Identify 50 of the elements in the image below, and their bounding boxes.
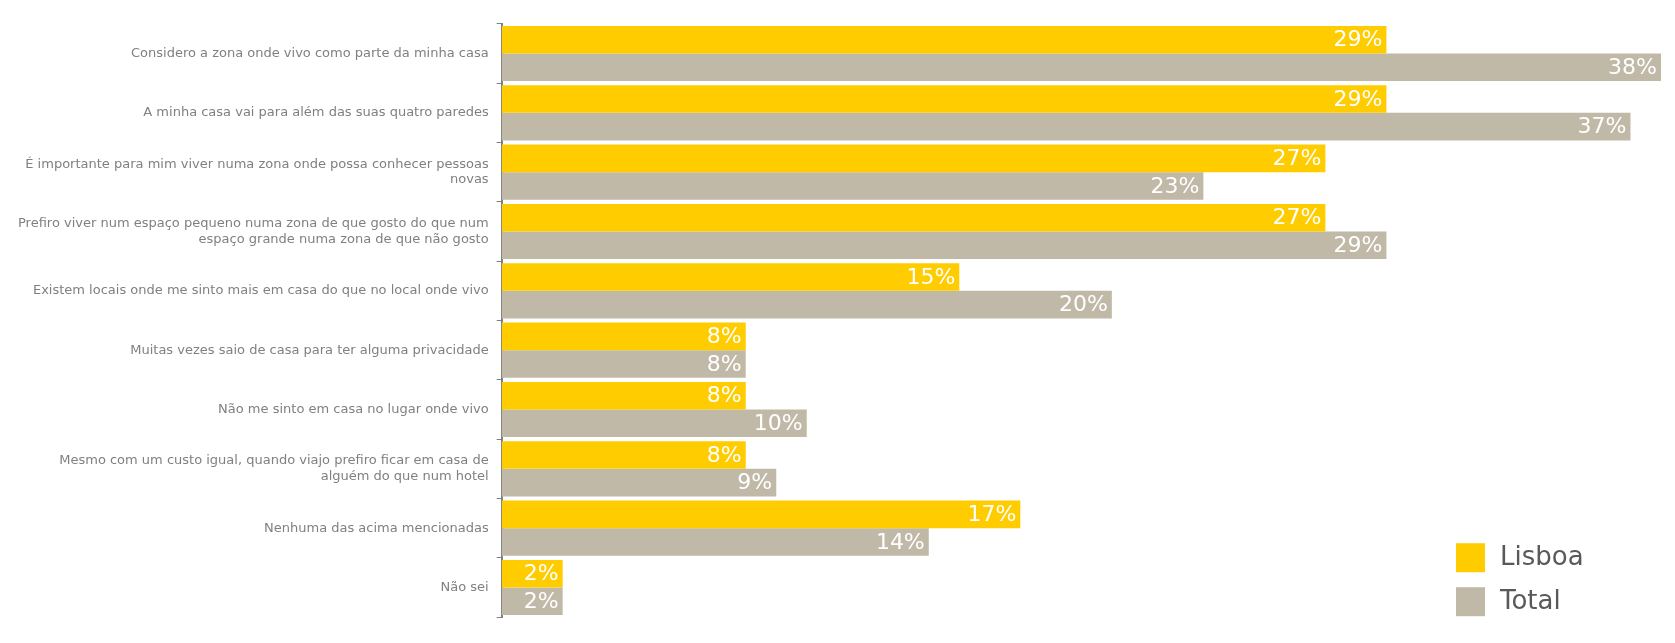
legend-label: Lisboa: [1500, 540, 1584, 571]
y-tick-label: Não me sinto em casa no lugar onde vivo: [218, 400, 489, 416]
data-label: 27%: [1272, 145, 1322, 171]
y-tick-label: Considero a zona onde vivo como parte da minha casa: [131, 44, 489, 60]
y-tick-label: Não sei: [440, 578, 489, 594]
bar: [501, 441, 746, 469]
data-label: 20%: [1058, 291, 1108, 317]
data-label: 2%: [523, 588, 559, 614]
data-label: 29%: [1333, 85, 1383, 111]
bar: [501, 172, 1204, 200]
data-label: 8%: [706, 441, 742, 467]
data-label: 8%: [706, 350, 742, 376]
bar: [501, 409, 807, 438]
data-label: 8%: [706, 382, 742, 408]
bar: [501, 500, 1021, 529]
y-tick-label: A minha casa vai para além das suas quatro paredes: [143, 104, 489, 120]
data-label: 29%: [1333, 232, 1383, 258]
y-tick-label: Muitas vezes saio de casa para ter alguma privacidade: [130, 341, 489, 357]
data-label: 2%: [523, 560, 559, 586]
data-label: 8%: [706, 323, 742, 349]
bar: [501, 528, 929, 556]
bar: [501, 144, 1326, 173]
bar: [501, 322, 746, 351]
data-label: 29%: [1333, 26, 1383, 52]
data-label: 23%: [1150, 172, 1200, 198]
bar: [501, 53, 1661, 82]
bar: [501, 203, 1326, 232]
bar: [501, 25, 1387, 54]
data-label: 27%: [1272, 204, 1322, 230]
y-tick-label: É importante para mim viver numa zona onde possa conhecer pessoas novas: [25, 155, 489, 187]
data-label: 10%: [753, 410, 803, 436]
y-tick-label: Nenhuma das acima mencionadas: [264, 519, 489, 535]
bar: [501, 112, 1631, 141]
data-label: 38%: [1608, 53, 1657, 79]
legend-label: Total: [1499, 584, 1561, 615]
bar: [501, 85, 1387, 113]
bar: [501, 263, 960, 291]
data-label: 17%: [967, 501, 1017, 527]
y-tick-label: Mesmo com um custo igual, quando viajo prefiro ficar em casa de alguém do que num hotel: [59, 452, 489, 484]
data-label: 9%: [737, 469, 773, 495]
bar: [501, 231, 1387, 260]
y-tick-label: Existem locais onde me sinto mais em casa do que no local onde vivo: [32, 282, 489, 298]
data-label: 15%: [906, 263, 956, 289]
bar: [501, 350, 746, 378]
data-label: 37%: [1577, 113, 1627, 139]
data-label: 14%: [875, 528, 925, 554]
bar: [501, 468, 777, 497]
y-tick-label: Prefiro viver num espaço pequeno numa zona de que gosto do que num espaço grande numa zona de que não gosto: [17, 215, 489, 246]
bar: [501, 290, 1112, 319]
bar: [501, 381, 746, 410]
